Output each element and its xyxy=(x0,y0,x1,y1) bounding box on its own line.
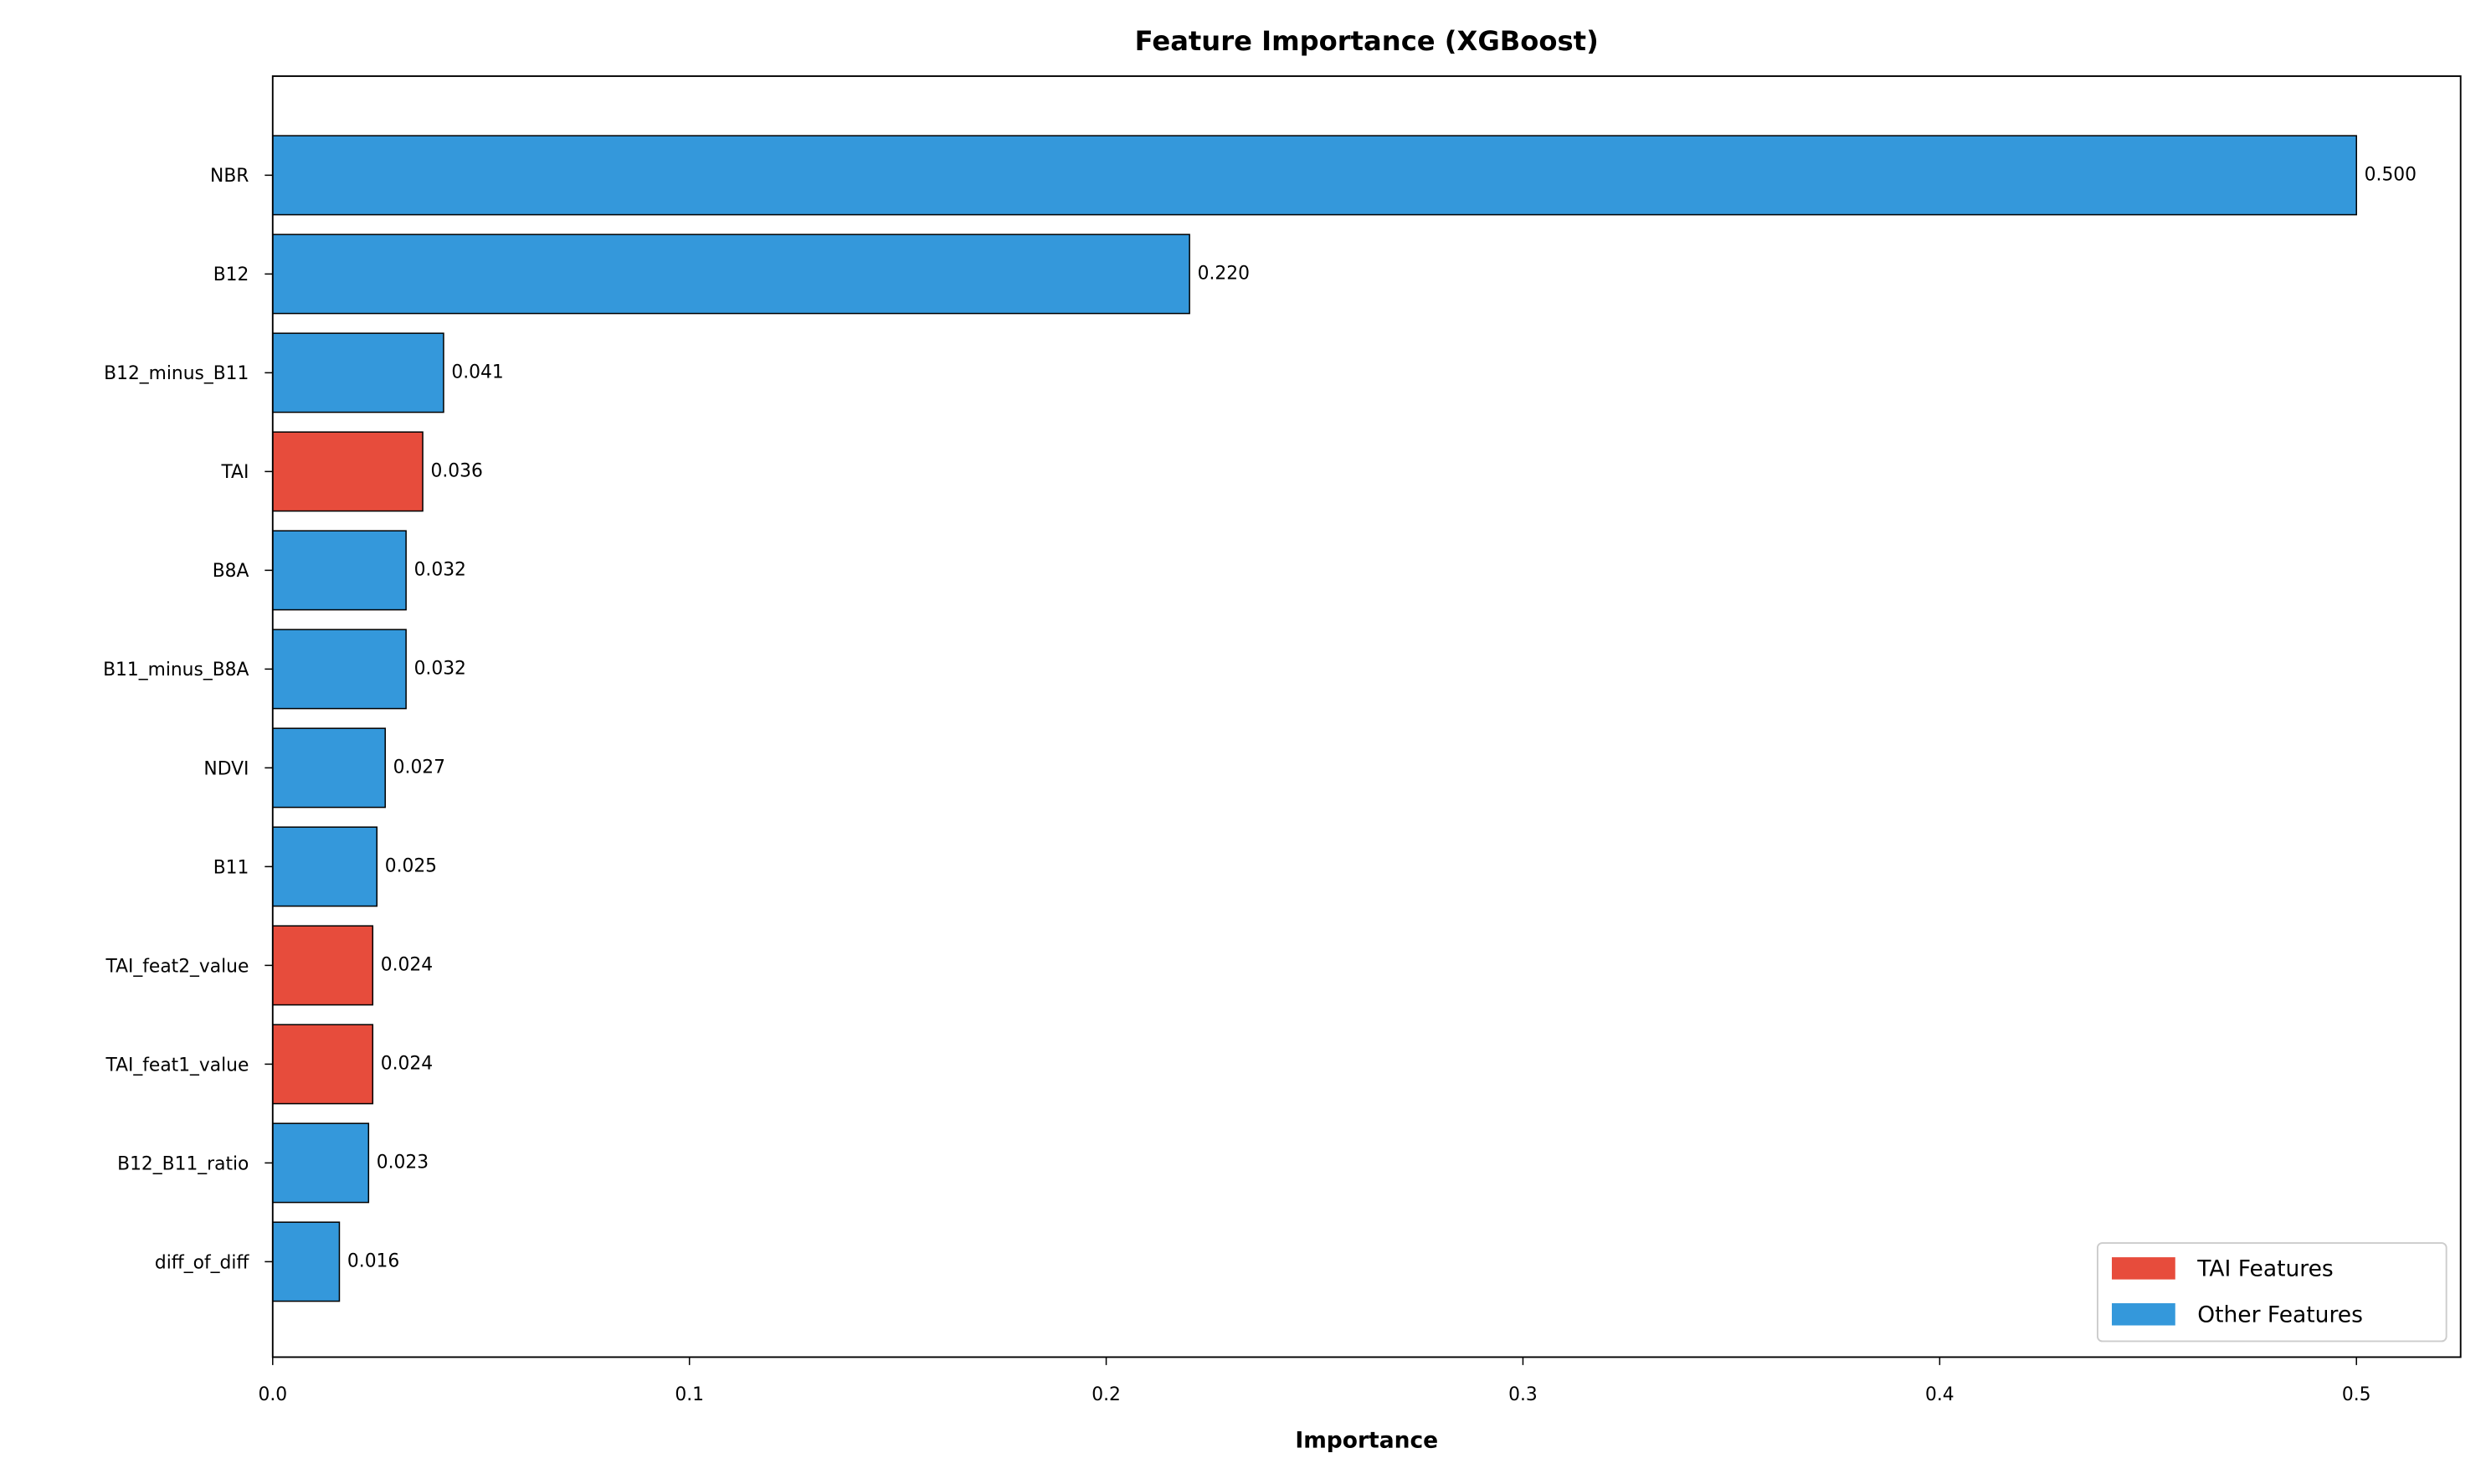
x-tick-label: 0.4 xyxy=(1925,1384,1954,1405)
y-tick-label: B11 xyxy=(213,857,249,878)
legend-swatch xyxy=(2111,1303,2175,1326)
y-tick-label: B11_minus_B8A xyxy=(103,660,249,680)
bar xyxy=(272,530,407,611)
bar xyxy=(272,727,386,809)
x-tick-label: 0.0 xyxy=(258,1384,287,1405)
value-label: 0.500 xyxy=(2365,164,2417,185)
y-tick-label: B12 xyxy=(213,264,249,285)
legend-label: TAI Features xyxy=(2196,1256,2333,1282)
bar xyxy=(272,234,1190,315)
y-tick-label: diff_of_diff xyxy=(155,1252,249,1273)
x-tick-label: 0.5 xyxy=(2342,1384,2371,1405)
legend-box xyxy=(2096,1242,2447,1343)
y-tick-label: B8A xyxy=(213,561,249,582)
x-axis-label: Importance xyxy=(1295,1427,1438,1453)
x-tick-label: 0.3 xyxy=(1508,1384,1538,1405)
value-label: 0.023 xyxy=(377,1152,429,1173)
value-label: 0.032 xyxy=(414,658,466,679)
legend-label: Other Features xyxy=(2197,1302,2363,1328)
bar xyxy=(272,826,378,907)
bar xyxy=(272,1024,374,1105)
x-tick-label: 0.1 xyxy=(675,1384,704,1405)
bar xyxy=(272,1221,341,1302)
value-label: 0.025 xyxy=(385,855,437,876)
y-tick-label: B12_B11_ratio xyxy=(117,1153,249,1174)
x-tick-label: 0.2 xyxy=(1091,1384,1121,1405)
y-tick-label: TAI_feat1_value xyxy=(105,1055,249,1076)
bar xyxy=(272,135,2357,216)
bar xyxy=(272,431,424,512)
bar xyxy=(272,332,444,413)
chart-title: Feature Importance (XGBoost) xyxy=(1135,25,1599,57)
plot-frame xyxy=(271,75,2462,1358)
bar xyxy=(272,925,374,1006)
value-label: 0.024 xyxy=(381,1053,433,1074)
y-tick-label: TAI_feat2_value xyxy=(105,956,249,977)
y-tick-label: NDVI xyxy=(203,758,249,779)
legend-swatch xyxy=(2111,1257,2175,1280)
value-label: 0.032 xyxy=(414,559,466,580)
value-label: 0.027 xyxy=(393,757,445,778)
value-label: 0.036 xyxy=(431,460,483,481)
value-label: 0.220 xyxy=(1198,263,1250,284)
bar xyxy=(272,629,407,710)
y-tick-label: B12_minus_B11 xyxy=(104,363,249,384)
y-tick-label: NBR xyxy=(210,166,249,187)
value-label: 0.016 xyxy=(347,1250,399,1271)
value-label: 0.024 xyxy=(381,954,433,975)
value-label: 0.041 xyxy=(451,362,503,383)
y-tick-label: TAI xyxy=(220,462,249,483)
bar xyxy=(272,1122,370,1204)
